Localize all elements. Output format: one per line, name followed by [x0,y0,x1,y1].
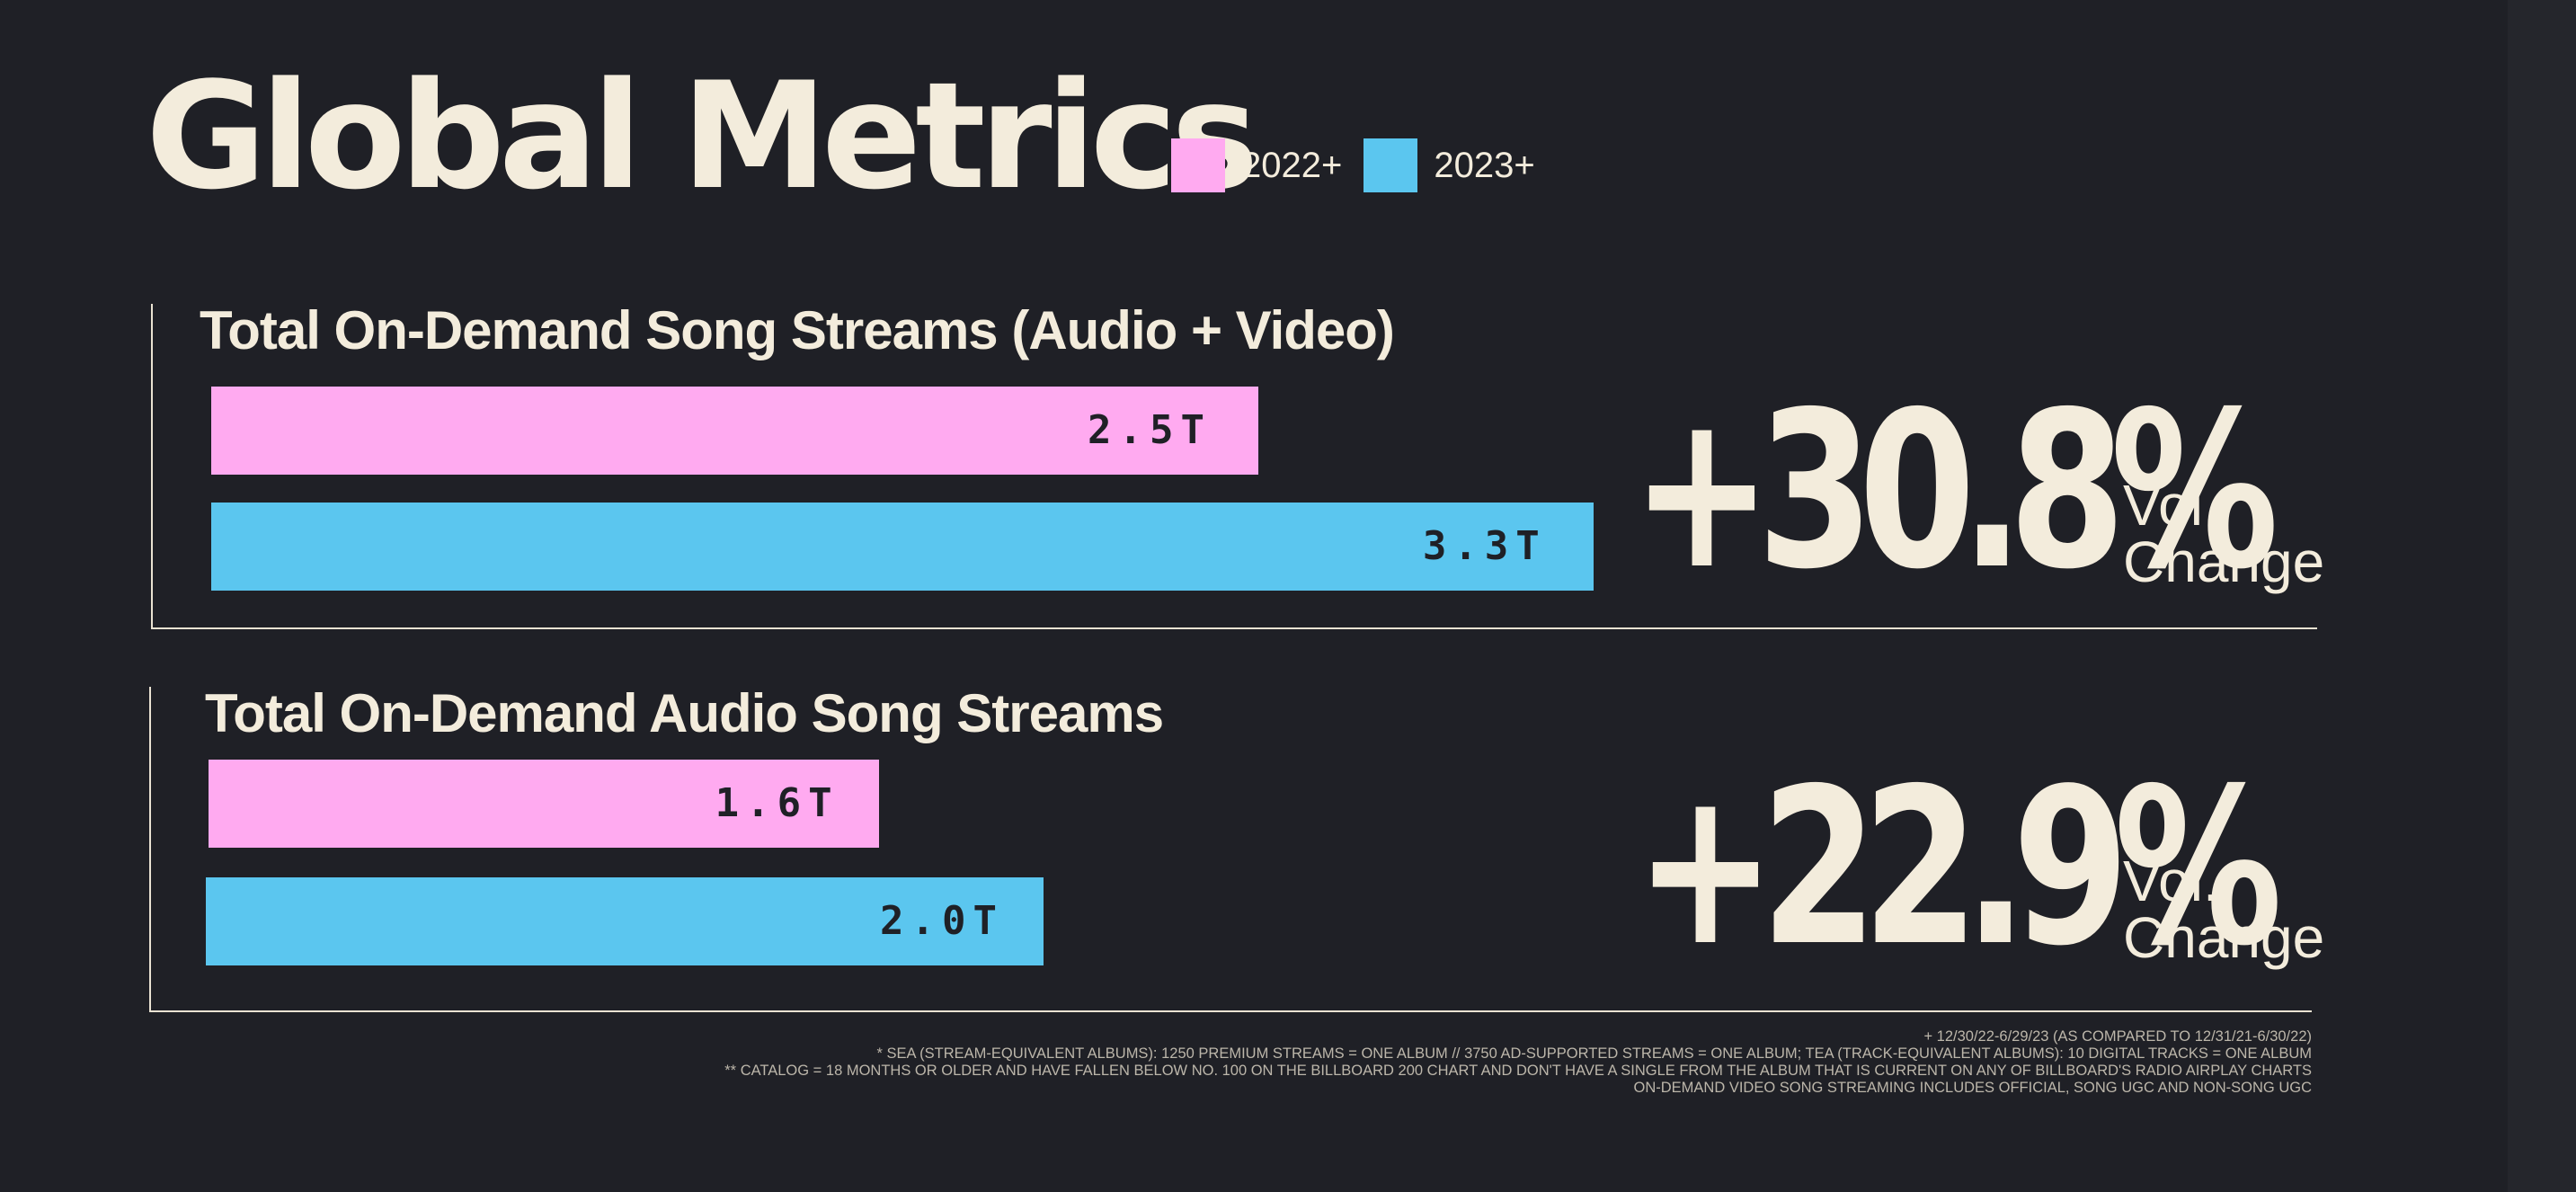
chart-panel-audio-streams: Total On-Demand Audio Song Streams 1.6T … [149,687,2312,1012]
bar-2023-total-streams: 3.3T [211,503,1594,591]
bar-2022-total-streams: 2.5T [211,387,1258,475]
change-metric-audio-streams: +22.9% [1635,760,2446,975]
change-label-line2-total-streams: Change [2123,529,2325,594]
chart-title-audio-streams: Total On-Demand Audio Song Streams [205,683,1164,743]
chart-panel-total-streams: Total On-Demand Song Streams (Audio + Vi… [151,304,2317,629]
bar-2022-audio-streams: 1.6T [209,760,879,848]
chart-title-total-streams: Total On-Demand Song Streams (Audio + Vi… [200,300,1395,360]
bar-value-label-2023-audio-streams: 2.0T [880,898,1004,944]
legend-item-2022: 2022+ [1171,138,1342,192]
bar-value-label-2022-audio-streams: 1.6T [715,780,839,826]
change-label-line2-audio-streams: Change [2123,905,2325,970]
legend-swatch-2022 [1171,138,1225,192]
change-value-total-streams: +30.8% [1631,365,2278,617]
legend: 2022+ 2023+ [1171,137,1557,194]
right-edge-strip [2508,0,2576,1192]
bar-value-label-2023-total-streams: 3.3T [1422,523,1547,569]
change-value-audio-streams: +22.9% [1635,742,2282,993]
change-label-line1-audio-streams: Vol. [2123,849,2219,913]
legend-item-2023: 2023+ [1364,138,1535,192]
footnote-video-streaming: ON-DEMAND VIDEO SONG STREAMING INCLUDES … [1633,1080,2313,1096]
footnote-date-range: + 12/30/22-6/29/23 (AS COMPARED TO 12/31… [1923,1028,2312,1045]
footnotes: + 12/30/22-6/29/23 (AS COMPARED TO 12/31… [724,1028,2312,1097]
change-label-line1-total-streams: Vol. [2123,473,2219,538]
bar-value-label-2022-total-streams: 2.5T [1088,407,1212,453]
footnote-catalog: ** CATALOG = 18 MONTHS OR OLDER AND HAVE… [724,1063,2312,1079]
legend-label-2023: 2023+ [1434,145,1535,185]
change-metric-total-streams: +30.8% [1631,383,2442,599]
page-title: Global Metrics [146,50,1259,222]
legend-label-2022: 2022+ [1241,145,1343,185]
legend-swatch-2023 [1364,138,1418,192]
footnote-sea-tea: * SEA (STREAM-EQUIVALENT ALBUMS): 1250 P… [876,1045,2312,1062]
bar-2023-audio-streams: 2.0T [206,877,1044,965]
